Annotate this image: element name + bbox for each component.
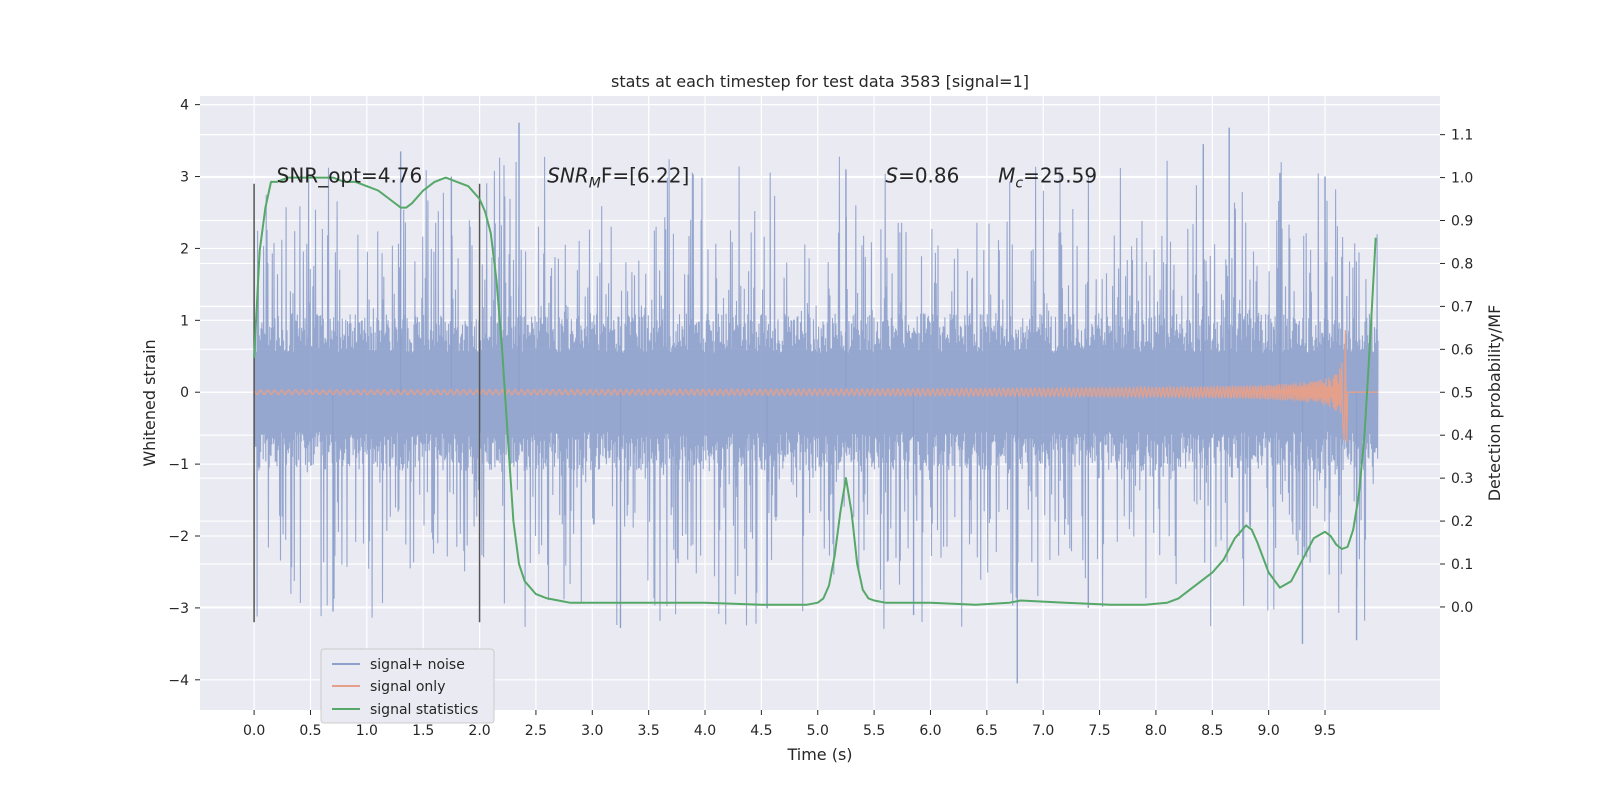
y2-tick-label: 0.5 (1451, 385, 1473, 401)
annotation-text: SNRMF=[6.22] (547, 164, 689, 192)
legend-box (320, 648, 495, 724)
annotation-text: S=0.86 (885, 164, 959, 188)
y2-tick-label: 0.8 (1451, 256, 1473, 272)
annotations: SNR_opt=4.76 SNRMF=[6.22] S=0.86 Mc=25.59 (277, 164, 1097, 192)
y2-tick-label: 1.1 (1451, 128, 1473, 144)
x-tick-label: 1.0 (356, 723, 378, 739)
signal-noise-line (253, 156, 1379, 629)
y-axis-label: Whitened strain (140, 339, 159, 466)
y2-tick-label: 0.2 (1451, 514, 1473, 530)
y2-tick-label: 0.7 (1451, 299, 1473, 315)
x-tick-label: 2.5 (525, 723, 547, 739)
x-tick-label: 4.0 (694, 723, 716, 739)
legend: signal+ noise signal only signal statist… (320, 648, 495, 724)
x-tick-label: 3.5 (638, 723, 660, 739)
y-tick-label: −1 (168, 457, 189, 473)
x-tick-label: 8.0 (1145, 723, 1167, 739)
vertical-markers (253, 183, 481, 623)
annotation-text: SNR_opt=4.76 (277, 164, 423, 188)
x-tick-label: 8.5 (1201, 723, 1223, 739)
y2-tick-label: 0.4 (1451, 428, 1473, 444)
series-signal-statistics (253, 176, 1377, 606)
x-tick-label: 2.0 (468, 723, 490, 739)
y2-tick-label: 1.0 (1451, 171, 1473, 187)
chart-title: stats at each timestep for test data 358… (611, 72, 1029, 91)
x-tick-label: 1.5 (412, 723, 434, 739)
y2-tick-label: 0.3 (1451, 471, 1473, 487)
y-tick-label: −4 (168, 673, 189, 689)
legend-label-signal-statistics: signal statistics (370, 702, 478, 718)
series-signal-noise (253, 122, 1379, 684)
y2-tick-label: 0.0 (1451, 600, 1473, 616)
x-tick-label: 0.5 (299, 723, 321, 739)
x-tick-label: 4.5 (750, 723, 772, 739)
series-signal-only (253, 330, 1378, 443)
y-tick-label: 0 (180, 385, 189, 401)
y-tick-label: 3 (180, 170, 189, 186)
x-tick-label: 6.5 (976, 723, 998, 739)
y-tick-label: −3 (168, 601, 189, 617)
y2-axis-label: Detection probability/MF (1485, 305, 1504, 502)
x-tick-label: 5.0 (807, 723, 829, 739)
x-axis-label: Time (s) (786, 745, 852, 764)
axis-ticks: 0.0 0.5 1.0 1.5 2.0 2.5 3.0 3.5 4.0 4.5 5.0 5.5 6.0 6… (168, 98, 1473, 739)
y-tick-label: 1 (180, 313, 189, 329)
y-tick-label: 4 (180, 98, 189, 114)
x-tick-label: 9.0 (1258, 723, 1280, 739)
y2-tick-label: 0.6 (1451, 342, 1473, 358)
y2-tick-label: 0.9 (1451, 214, 1473, 230)
x-tick-label: 5.5 (863, 723, 885, 739)
x-tick-label: 6.0 (919, 723, 941, 739)
y2-tick-label: 0.1 (1451, 557, 1473, 573)
signal-only-line (253, 330, 1378, 443)
x-tick-label: 9.5 (1314, 723, 1336, 739)
x-tick-label: 0.0 (243, 723, 265, 739)
signal-statistics-line (253, 176, 1377, 606)
y-tick-label: −2 (168, 529, 189, 545)
x-tick-label: 3.0 (581, 723, 603, 739)
x-tick-label: 7.0 (1032, 723, 1054, 739)
legend-label-signal-noise: signal+ noise (370, 657, 465, 673)
legend-label-signal-only: signal only (370, 679, 445, 695)
y-tick-label: 2 (180, 241, 189, 257)
annotation-text: Mc=25.59 (998, 164, 1097, 192)
x-tick-label: 7.5 (1088, 723, 1110, 739)
